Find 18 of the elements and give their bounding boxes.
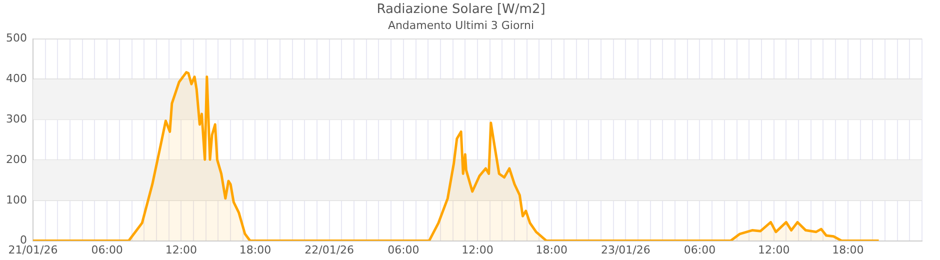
y-tick-label: 100 [6,193,27,206]
x-tick-label: 12:00 [165,243,198,256]
y-tick-label: 400 [6,72,27,86]
y-tick-label: 500 [6,32,27,45]
x-tick-label: 12:00 [462,243,494,256]
chart-subtitle: Andamento Ultimi 3 Giorni [388,19,534,32]
x-tick-label: 12:00 [758,243,790,256]
x-tick-label: 06:00 [91,243,123,256]
x-tick-label: 06:00 [388,243,420,256]
x-tick-label: 18:00 [239,243,272,256]
x-tick-label: 23/01/26 [600,243,650,256]
x-tick-label: 22/01/26 [304,243,354,256]
x-tick-label: 06:00 [684,243,716,256]
y-tick-label: 300 [6,112,27,126]
y-tick-label: 200 [6,152,27,166]
chart-title: Radiazione Solare [W/m2] [376,2,546,18]
x-tick-label: 18:00 [832,243,864,256]
x-tick-label: 18:00 [536,243,568,256]
